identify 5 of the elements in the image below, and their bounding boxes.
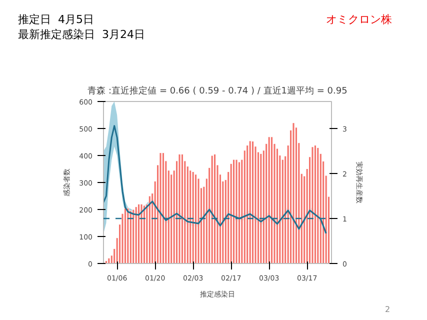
text: 2: [385, 304, 390, 316]
text: 推定日 4月5日: [18, 13, 94, 26]
chart-title: 青森 :直近推定値 = 0.66 ( 0.59 - 0.74 ) / 直近1週平均 = 0.95: [88, 86, 348, 96]
text: 最新推定感染日 3月24日: [18, 28, 145, 41]
text: オミクロン株: [326, 12, 392, 28]
